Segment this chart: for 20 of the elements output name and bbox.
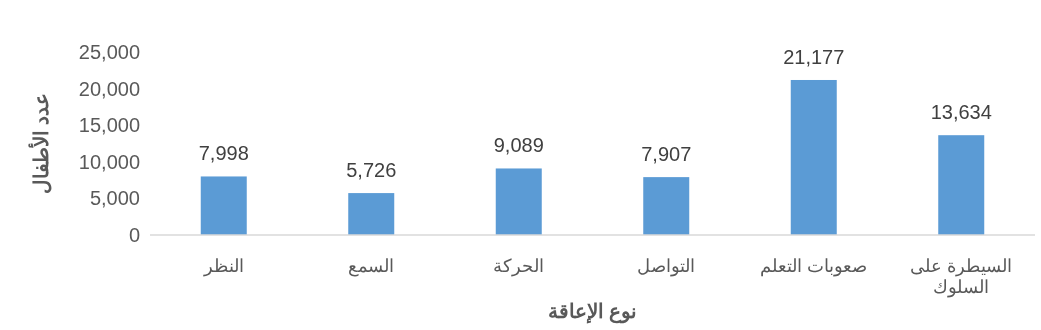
x-axis-title: نوع الإعاقة <box>547 300 638 324</box>
x-tick-label: التواصل <box>637 256 696 277</box>
x-tick-label: السمع <box>348 256 395 277</box>
y-tick-label: 0 <box>128 224 140 246</box>
x-tick-label: السيطرة على السلوك <box>910 256 1013 298</box>
y-axis-title: عدد الأطفال <box>28 92 52 195</box>
y-tick-label: 5,000 <box>89 187 140 210</box>
y-tick-label: 10,000 <box>78 150 140 173</box>
y-tick-label: 25,000 <box>78 41 140 63</box>
data-label: 21,177 <box>783 45 845 68</box>
x-tick-label: الحركة <box>493 256 545 277</box>
x-tick-label: النظر <box>202 256 244 277</box>
y-tick-label: 15,000 <box>78 114 140 137</box>
y-tick-label: 20,000 <box>78 77 140 100</box>
data-label: 13,634 <box>930 101 992 124</box>
x-tick-label: صعوبات التعلم <box>760 256 868 277</box>
data-label: 7,998 <box>198 142 249 165</box>
data-label: 5,726 <box>346 159 397 182</box>
data-label: 7,907 <box>641 143 692 166</box>
data-label: 9,089 <box>493 134 544 157</box>
